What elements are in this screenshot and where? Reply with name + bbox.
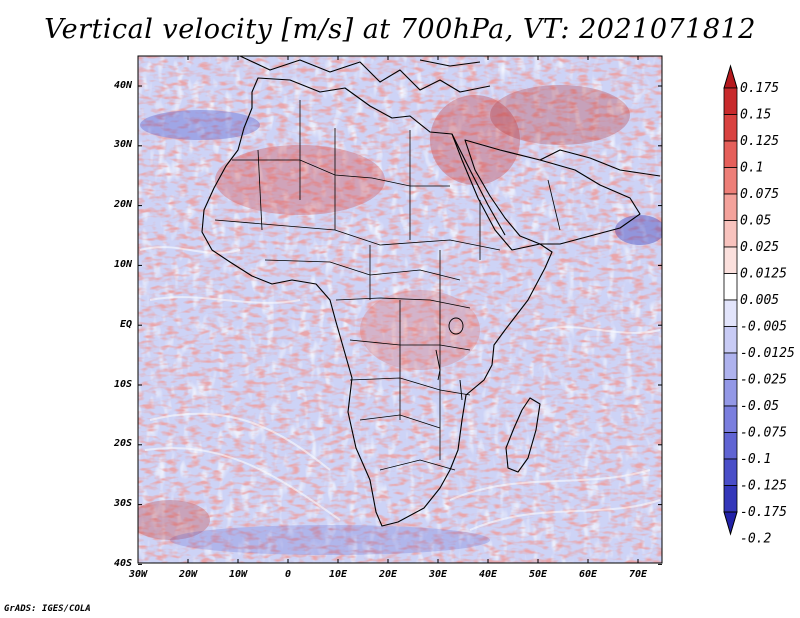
colorbar-label: -0.125 [740,479,787,494]
lat-label: 30S [113,498,132,509]
lon-label: 70E [629,569,648,580]
colorbar-labels: 0.175 0.15 0.125 0.1 0.075 0.05 0.025 0.… [740,81,795,547]
southern-downdraft [170,525,490,555]
colorbar-segment [723,432,738,460]
colorbar-segment [723,167,738,195]
chart-title: Vertical velocity [m/s] at 700hPa, VT: 2… [44,14,756,45]
arabian-peninsula [464,139,641,245]
atlantic-downdraft [140,110,260,140]
iran-coast [539,149,661,177]
colorbar-bottom-arrow [723,511,738,536]
lat-label: EQ [120,319,132,330]
lat-labels: 40N 30N 20N 10N EQ 10S 20S 30S 40S [113,80,133,569]
colorbar-label: 0.15 [740,108,771,123]
colorbar-label: 0.075 [740,187,779,202]
colorbar-segment [723,458,738,486]
colorbar-segment [723,326,738,354]
lat-label: 10N [114,259,133,270]
colorbar-label: 0.025 [740,240,779,255]
lat-label: 10S [114,379,132,390]
colorbar-segment [723,193,738,221]
velocity-field [138,56,662,563]
map-frame [137,55,663,564]
colorbar-segment [723,485,738,513]
colorbar-label: -0.175 [740,505,787,520]
lon-label: 30W [128,569,148,580]
lon-label: 40E [479,569,498,580]
lat-label: 20S [113,438,132,449]
ocean-streaks [139,246,661,531]
coastlines [201,56,661,527]
south-atlantic-updraft [138,500,210,540]
colorbar-label: 0.175 [740,81,779,96]
arabian-sea-downdraft [615,215,662,245]
axis-ticks [137,56,662,565]
colorbar-segment [723,379,738,407]
red-sea [451,133,506,236]
colorbar-top-arrow [723,64,738,89]
colorbar-segment [723,246,738,274]
colorbar-label: 0.05 [740,214,771,229]
colorbar-label: -0.075 [740,426,787,441]
lat-label: 40S [114,558,132,569]
colorbar-segment [723,405,738,433]
colorbar-label: 0.125 [740,134,779,149]
lake-malawi [459,379,463,401]
colorbar-label: -0.025 [740,373,787,388]
colorbar-label: -0.005 [740,320,787,335]
lon-label: 10E [329,569,348,580]
colorbar-segment [723,220,738,248]
colorbar-label: -0.05 [740,399,779,414]
lon-label: 20W [178,569,198,580]
colorbar-label: -0.0125 [740,346,795,361]
congo-updraft [360,290,480,370]
southern-europe [239,56,491,93]
colorbar-segment [723,352,738,380]
lon-labels: 30W 20W 10W 0 10E 20E 30E 40E 50E 60E 70… [128,569,648,580]
colorbar-label: 0.1 [740,161,763,176]
colorbar-segment [723,114,738,142]
africa-coastline [201,77,553,527]
lon-label: 20E [378,569,398,580]
credit-text: GrADS: IGES/COLA [4,604,91,614]
lake-tanganyika [435,349,441,381]
iran-updraft [490,85,630,145]
lon-label: 50E [529,569,548,580]
lat-label: 30N [113,139,133,150]
lon-label: 10W [229,569,248,580]
colorbar-segment [723,273,738,301]
lat-label: 40N [114,80,133,91]
colorbar-segment [723,299,738,327]
lon-label: 30E [428,569,448,580]
lat-label: 20N [113,199,133,210]
lon-label: 0 [285,569,291,580]
colorbar-segment [723,87,738,115]
middle-east-updraft [430,95,520,185]
madagascar [505,397,541,473]
colorbar-label: 0.0125 [740,267,787,282]
colorbar-label: 0.005 [740,293,779,308]
colorbar-label: -0.1 [740,452,771,467]
colorbar-label: -0.2 [740,532,771,547]
colorbar [723,64,738,536]
lakes [435,317,464,401]
black-sea [419,59,481,67]
lon-label: 60E [579,569,598,580]
lake-victoria [448,317,464,335]
country-borders [214,100,561,471]
colorbar-segment [723,140,738,168]
